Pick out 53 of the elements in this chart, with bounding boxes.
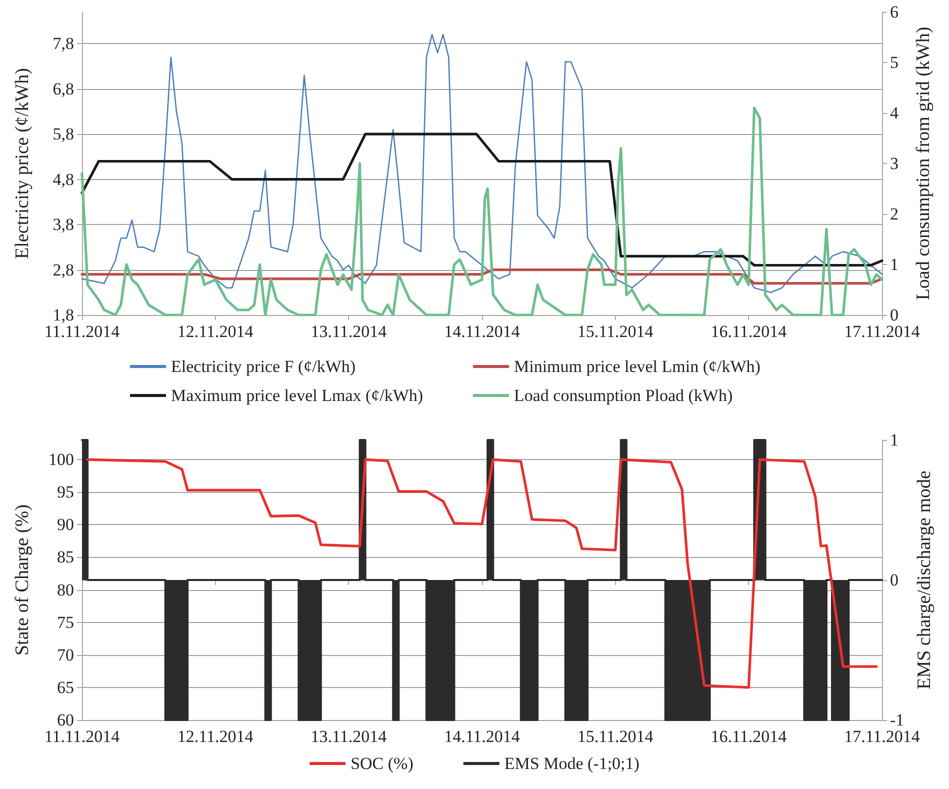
x-tick-label: 16.11.2014 [710,322,788,341]
x-tick-label: 12.11.2014 [177,322,254,341]
y-tick-label: 95 [57,482,74,502]
x-tick-label: 11.11.2014 [44,727,120,746]
y2-tick-label: 3 [890,154,898,173]
x-tick-label: 14.11.2014 [444,727,520,746]
y-tick-label: 100 [48,450,74,470]
legend-label: EMS Mode (-1;0;1) [504,754,640,773]
y2-tick-label: 4 [890,104,899,122]
y2-axis-title: EMS charge/discharge mode [914,470,936,690]
y2-axis-title: Load consumption from grid (kWh) [913,26,934,300]
y2-tick-label: 6 [890,2,898,22]
line-series [86,458,878,689]
y-tick-label: 90 [57,515,74,534]
y2-tick-label: 0 [890,306,898,324]
x-tick-label: 12.11.2014 [177,727,254,746]
line-series [81,34,883,294]
x-tick-label: 17.11.2014 [844,727,920,746]
y-tick-label: 3,8 [52,215,74,234]
y-axis-title: State of Charge (%) [12,504,33,656]
y-tick-label: 1,8 [52,306,74,324]
x-tick-label: 16.11.2014 [710,727,788,746]
y2-tick-label: 1 [890,255,898,274]
y-tick-label: 5,8 [52,124,74,144]
y-tick-label: 75 [57,612,74,632]
legend-label: Maximum price level Lmax (¢/kWh) [171,386,424,405]
y-tick-label: 60 [57,710,74,730]
y-tick-label: 2,8 [52,260,74,280]
y2-tick-label: -1 [890,710,904,730]
y-tick-label: 80 [57,580,74,600]
y-tick-label: 4,8 [52,170,74,189]
x-tick-label: 13.11.2014 [310,322,388,341]
y2-tick-label: 5 [890,53,898,72]
y-tick-label: 7,8 [52,34,74,54]
y-tick-label: 85 [57,548,74,567]
line-series [80,132,884,267]
y-tick-label: 70 [57,645,74,664]
x-tick-label: 13.11.2014 [310,727,388,746]
y2-tick-label: 2 [890,204,898,224]
y-tick-label: 6,8 [52,79,74,98]
legend-label: Minimum price level Lmin (¢/kWh) [514,357,760,376]
y2-tick-label: 0 [890,570,898,590]
x-tick-label: 17.11.2014 [844,322,920,341]
x-tick-label: 15.11.2014 [577,727,654,746]
y-axis-title: Electricity price (¢/kWh) [12,68,33,259]
x-tick-label: 15.11.2014 [577,322,654,341]
legend-label: SOC (%) [350,754,414,773]
x-tick-label: 14.11.2014 [444,322,520,341]
y-tick-label: 65 [57,678,74,697]
y2-tick-label: 1 [890,430,898,450]
x-tick-label: 11.11.2014 [44,322,120,341]
legend-label: Electricity price F (¢/kWh) [171,357,356,376]
legend-label: Load consumption Pload (kWh) [514,386,733,405]
